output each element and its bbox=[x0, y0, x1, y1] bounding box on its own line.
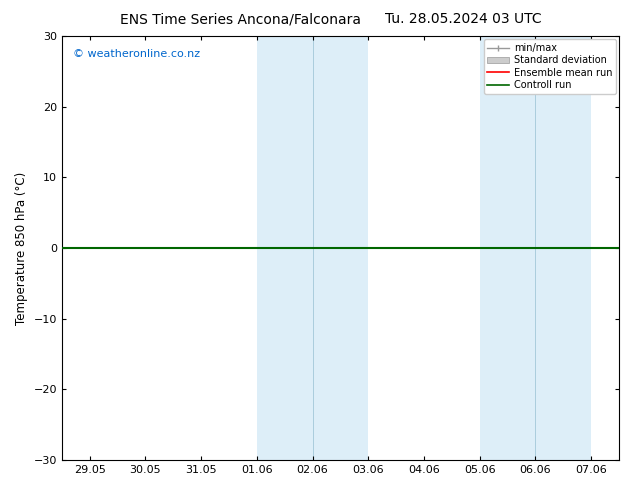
Text: ENS Time Series Ancona/Falconara: ENS Time Series Ancona/Falconara bbox=[120, 12, 361, 26]
Legend: min/max, Standard deviation, Ensemble mean run, Controll run: min/max, Standard deviation, Ensemble me… bbox=[484, 39, 616, 94]
Text: Tu. 28.05.2024 03 UTC: Tu. 28.05.2024 03 UTC bbox=[384, 12, 541, 26]
Bar bbox=[480, 36, 591, 460]
Text: © weatheronline.co.nz: © weatheronline.co.nz bbox=[73, 49, 200, 59]
Bar bbox=[257, 36, 368, 460]
Y-axis label: Temperature 850 hPa (°C): Temperature 850 hPa (°C) bbox=[15, 172, 28, 325]
